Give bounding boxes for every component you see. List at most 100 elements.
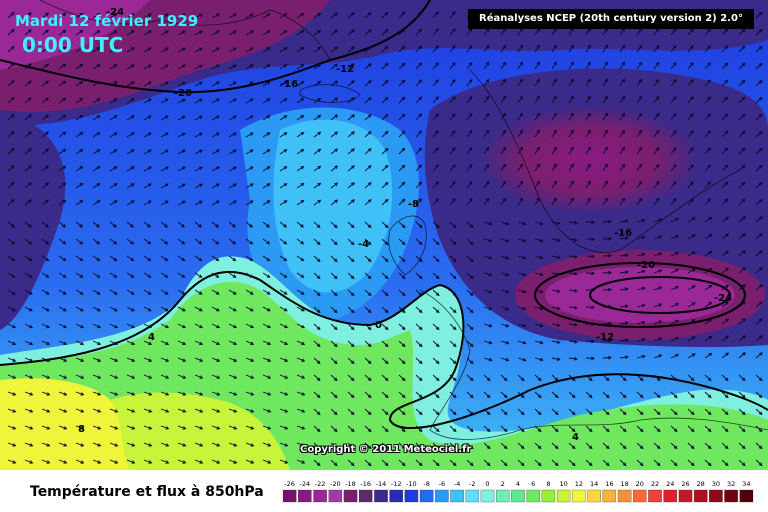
wind-arrow (296, 182, 305, 189)
wind-arrow (347, 391, 355, 399)
wind-arrow (500, 112, 507, 121)
legend-swatch (374, 489, 388, 503)
wind-arrow (279, 255, 288, 262)
wind-arrow (7, 425, 17, 430)
isotherm-minus-20-east (534, 262, 746, 328)
wind-arrow (517, 272, 527, 277)
wind-arrow (313, 29, 322, 36)
wind-arrow (177, 408, 187, 413)
wind-arrow (398, 323, 406, 331)
wind-arrow (177, 391, 187, 396)
wind-arrow (568, 163, 574, 172)
wind-arrow (466, 391, 474, 399)
wind-arrow (262, 408, 272, 413)
wind-arrow (330, 221, 338, 229)
wind-arrow (211, 391, 221, 396)
wind-arrow (619, 408, 627, 416)
wind-arrow (7, 164, 15, 172)
wind-arrow (755, 284, 763, 291)
wind-arrow (721, 233, 730, 240)
wind-arrow (534, 289, 544, 294)
wind-arrow (177, 323, 187, 329)
wind-arrow (551, 238, 561, 242)
wind-arrow (75, 442, 85, 447)
wind-arrow (194, 391, 204, 396)
legend-value: 6 (531, 480, 535, 488)
wind-arrow (653, 252, 663, 257)
wind-arrow (24, 459, 34, 464)
wind-arrow (449, 11, 456, 19)
wind-arrow (653, 459, 661, 467)
wind-arrow (653, 112, 660, 121)
wind-arrow (126, 272, 135, 278)
wind-arrow (449, 459, 457, 467)
wind-arrow (24, 97, 32, 104)
wind-arrow (177, 149, 186, 155)
wind-arrow (670, 217, 680, 223)
wind-arrow (92, 221, 100, 228)
wind-arrow (109, 459, 119, 464)
wind-arrow (160, 459, 170, 464)
wind-arrow (585, 391, 593, 399)
wind-arrow (194, 425, 204, 430)
wind-arrow (143, 47, 152, 53)
wind-arrow (449, 113, 456, 121)
wind-arrow (7, 62, 15, 70)
wind-arrow (126, 115, 135, 121)
wind-arrow (483, 408, 491, 416)
wind-arrow (738, 408, 746, 416)
wind-arrow (415, 255, 423, 263)
wind-arrow (568, 391, 576, 399)
wind-arrow (449, 79, 456, 87)
wind-arrow (568, 180, 574, 189)
wind-arrow (619, 374, 627, 382)
wind-arrow (228, 81, 237, 87)
wind-arrow (194, 132, 203, 138)
wind-arrow (585, 129, 591, 138)
wind-arrow (262, 323, 272, 329)
wind-arrow (398, 130, 406, 138)
wind-arrow (313, 199, 322, 206)
wind-arrow (364, 272, 372, 280)
wind-arrow (755, 408, 763, 416)
wind-arrow (177, 166, 186, 172)
wind-arrow (245, 238, 254, 245)
legend-swatch (389, 489, 403, 503)
wind-arrow (296, 131, 305, 138)
wind-arrow (483, 197, 490, 206)
wind-arrow (636, 374, 644, 382)
wind-arrow (517, 44, 524, 53)
wind-arrow (160, 272, 169, 278)
isotherm-label: 4 (572, 432, 579, 443)
wind-arrow (687, 353, 696, 359)
wind-arrow (58, 63, 67, 70)
wind-arrow (7, 221, 15, 228)
wind-arrow (449, 181, 456, 189)
wind-arrow (517, 306, 527, 311)
wind-arrow (755, 62, 763, 70)
wind-arrow (194, 200, 203, 206)
wind-arrow (7, 323, 17, 329)
wind-arrow (228, 115, 237, 121)
wind-arrow (330, 391, 338, 399)
wind-arrow (653, 425, 661, 433)
legend-swatch (587, 489, 601, 503)
wind-arrow (75, 63, 84, 70)
wind-arrow (279, 200, 288, 206)
wind-arrow (585, 339, 595, 344)
wind-arrow (619, 146, 626, 155)
wind-arrow (245, 64, 254, 70)
legend-value: 10 (560, 480, 568, 488)
wind-arrow (347, 131, 355, 138)
wind-arrow (24, 340, 34, 345)
wind-arrow (75, 46, 84, 53)
wind-arrow (483, 425, 491, 433)
wind-arrow (483, 323, 493, 328)
data-source-banner: Réanalyses NCEP (20th century version 2)… (468, 9, 754, 29)
wind-arrow (211, 442, 221, 447)
wind-arrow (228, 425, 238, 430)
wind-arrow (279, 340, 289, 345)
wind-arrow (279, 459, 289, 464)
wind-arrow (721, 425, 729, 433)
